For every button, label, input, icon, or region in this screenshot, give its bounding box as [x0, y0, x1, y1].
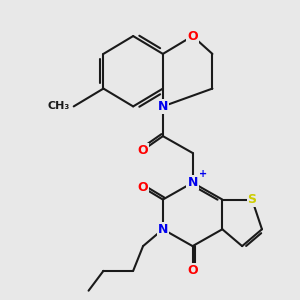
Text: O: O: [187, 30, 198, 43]
Text: O: O: [138, 181, 148, 194]
Text: +: +: [199, 169, 207, 179]
Text: O: O: [187, 264, 198, 278]
Text: S: S: [248, 193, 256, 206]
Text: N: N: [188, 176, 198, 189]
Text: N: N: [158, 223, 168, 236]
Text: O: O: [138, 143, 148, 157]
Text: CH₃: CH₃: [47, 101, 70, 111]
Text: N: N: [158, 100, 168, 113]
